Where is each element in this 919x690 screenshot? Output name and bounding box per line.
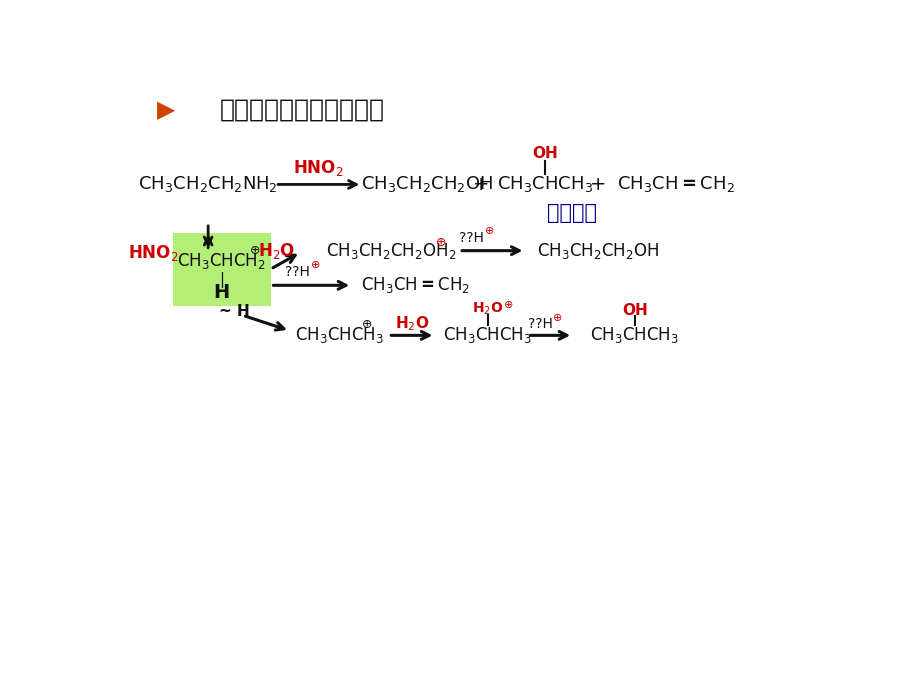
Text: ⊕: ⊕ <box>435 236 446 248</box>
Text: H: H <box>213 284 230 302</box>
Text: +: + <box>472 175 489 194</box>
Text: ⊕: ⊕ <box>249 244 260 257</box>
Text: CH$_3$CH$_2$CH$_2$OH: CH$_3$CH$_2$CH$_2$OH <box>537 241 659 261</box>
Text: CH$_3$CH$\mathbf{=}$CH$_2$: CH$_3$CH$\mathbf{=}$CH$_2$ <box>361 275 471 295</box>
Text: H$_2$O: H$_2$O <box>394 315 429 333</box>
Text: ⊕: ⊕ <box>484 226 494 236</box>
Text: CH$_3$CHCH$_3$: CH$_3$CHCH$_3$ <box>443 326 531 346</box>
Text: OH: OH <box>531 146 557 161</box>
Text: HNO$_2$: HNO$_2$ <box>293 158 343 178</box>
Text: CH$_3$CH$_2$CH$_2$OH: CH$_3$CH$_2$CH$_2$OH <box>361 175 494 195</box>
Text: CH$_3$CH$_2$CH$_2$OH$_2$: CH$_3$CH$_2$CH$_2$OH$_2$ <box>325 241 456 261</box>
Text: +: + <box>590 175 607 194</box>
Text: ~ H: ~ H <box>219 304 249 319</box>
Text: CH$_3$CHCH$_2$: CH$_3$CHCH$_2$ <box>177 250 266 270</box>
Text: CH$_3$CHCH$_3$: CH$_3$CHCH$_3$ <box>294 326 383 346</box>
Text: ⊕: ⊕ <box>552 313 562 323</box>
Text: |: | <box>219 273 224 288</box>
Text: CH$_3$CHCH$_3$: CH$_3$CHCH$_3$ <box>496 175 592 195</box>
Bar <box>173 233 270 306</box>
Text: ⊕: ⊕ <box>311 260 320 270</box>
Text: H$_2$O: H$_2$O <box>257 241 295 261</box>
Text: ??H: ??H <box>285 265 310 279</box>
Text: HNO$_2$: HNO$_2$ <box>128 243 177 263</box>
Text: ⊕: ⊕ <box>504 299 513 310</box>
Text: 重排产物: 重排产物 <box>546 203 596 223</box>
Text: ??H: ??H <box>527 317 552 331</box>
Text: ⊕: ⊕ <box>362 318 372 331</box>
Text: ??H: ??H <box>459 230 483 244</box>
Text: 碳正离子机理的实验证据: 碳正离子机理的实验证据 <box>220 98 384 121</box>
Text: ▶: ▶ <box>156 98 175 121</box>
Text: H$_2$O: H$_2$O <box>471 301 503 317</box>
Text: CH$_3$CH$_2$CH$_2$NH$_2$: CH$_3$CH$_2$CH$_2$NH$_2$ <box>138 175 278 195</box>
Text: CH$_3$CHCH$_3$: CH$_3$CHCH$_3$ <box>590 326 678 346</box>
Text: OH: OH <box>621 303 647 318</box>
Text: CH$_3$CH$\mathbf{=}$CH$_2$: CH$_3$CH$\mathbf{=}$CH$_2$ <box>616 175 733 195</box>
